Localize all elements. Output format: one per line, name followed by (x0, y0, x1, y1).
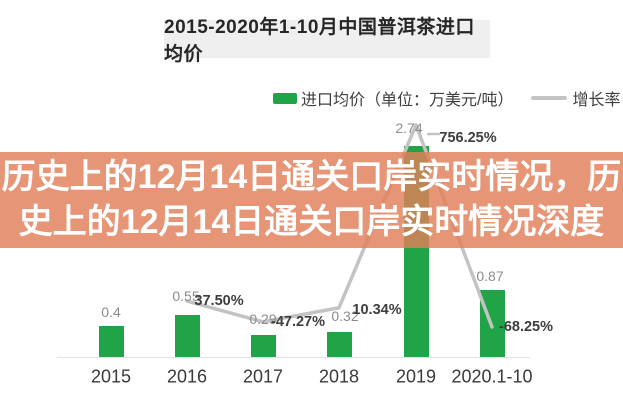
x-axis-line (57, 357, 530, 358)
headline-overlay: 历史上的12月14日通关口岸实时情况，历 史上的12月14日通关口岸实时情况深度 (0, 152, 623, 248)
growth-rate-label: -68.25% (498, 319, 554, 335)
line-series-swatch-icon (531, 96, 568, 100)
x-axis-label: 2020.1-10 (451, 366, 533, 387)
x-axis-label: 2018 (318, 366, 360, 387)
growth-rate-label: 10.34% (352, 301, 402, 318)
legend: 进口均价（单位：万美元/吨） 增长率（%） (273, 87, 623, 109)
growth-rate-label: -47.27% (270, 313, 326, 330)
x-axis-label: 2019 (395, 366, 437, 387)
x-axis-label: 2016 (166, 366, 208, 387)
legend-item-growth-rate: 增长率（%） (531, 86, 623, 110)
headline-line-1: 历史上的12月14日通关口岸实时情况，历 (1, 158, 622, 196)
growth-rate-label: 756.25% (439, 129, 497, 146)
legend-label-import-price: 进口均价（单位：万美元/吨） (301, 92, 514, 109)
bar-2015 (98, 326, 124, 357)
bar-value-label: 0.4 (101, 304, 121, 321)
bar-series-swatch-icon (273, 92, 297, 104)
headline-line-2: 史上的12月14日通关口岸实时情况深度 (18, 203, 605, 241)
bar-2017 (250, 334, 276, 357)
x-axis-label: 2015 (90, 366, 132, 387)
legend-label-growth-rate: 增长率（%） (572, 92, 623, 109)
bar-value-label: 2.74 (395, 120, 423, 137)
x-axis-label: 2017 (242, 366, 284, 387)
bar-value-label: 0.87 (476, 268, 504, 284)
bar-2018 (326, 332, 352, 357)
legend-item-import-price: 进口均价（单位：万美元/吨） (273, 86, 513, 110)
growth-rate-label: 37.50% (194, 293, 244, 310)
chart-title: 2015-2020年1-10月中国普洱茶进口均价 (164, 17, 490, 65)
bar-2016 (174, 314, 200, 357)
